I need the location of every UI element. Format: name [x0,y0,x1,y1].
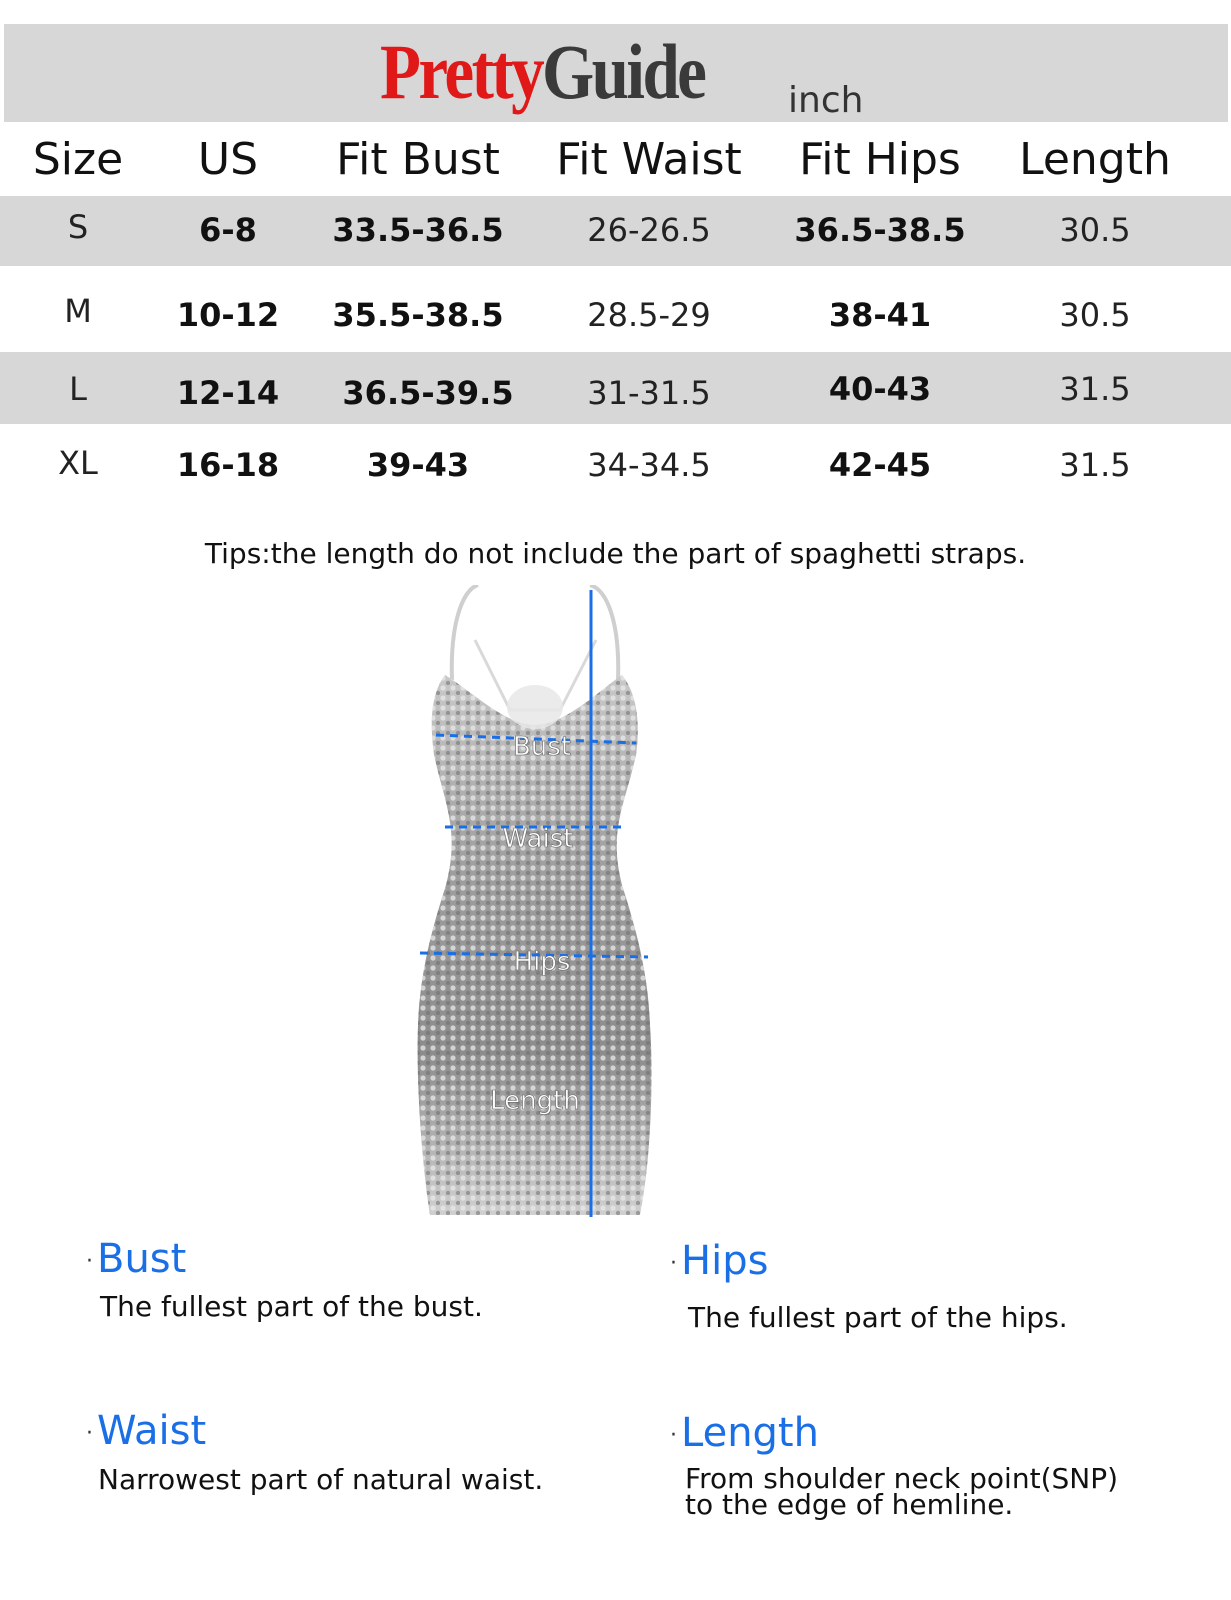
column-header-fit-bust: Fit Bust [336,134,500,185]
hips-definition-title: · Hips [670,1238,768,1284]
hips-line [419,951,649,959]
bust-definition-text: The fullest part of the bust. [100,1290,483,1323]
cell-size: S [67,208,89,246]
cell-length: 31.5 [1059,446,1131,484]
hips-definition-text: The fullest part of the hips. [688,1301,1068,1334]
cell-fit-waist: 34-34.5 [587,446,711,484]
tips-note: Tips:the length do not include the part … [204,537,1027,570]
brand-logo-part-3: uide [591,28,707,115]
back-lining [507,685,563,729]
cell-length: 30.5 [1059,296,1131,334]
cell-fit-bust: 39-43 [366,446,470,484]
bust-title-text: Bust [97,1236,187,1282]
table-row: L 12-14 36.5-39.5 31-31.5 40-43 31.5 [0,352,1231,424]
column-header-size: Size [32,134,124,185]
bust-definition-title: · Bust [86,1236,186,1282]
cell-fit-waist: 28.5-29 [587,296,711,334]
brand-logo-part-2: G [542,28,594,115]
cell-length: 31.5 [1059,370,1131,408]
size-table-header: Size US Fit Bust Fit Waist Fit Hips Leng… [0,126,1231,194]
cell-length: 30.5 [1059,211,1131,249]
brand-logo-part-1: Pretty [380,28,545,115]
bullet-dot: · [670,1422,677,1448]
brand-banner [4,24,1228,122]
waist-definition-text: Narrowest part of natural waist. [98,1463,544,1496]
column-header-fit-hips: Fit Hips [799,134,961,185]
table-row: M 10-12 35.5-38.5 28.5-29 38-41 30.5 [0,280,1231,350]
cell-fit-bust: 33.5-36.5 [332,211,504,249]
length-definition-text-line2: to the edge of hemline. [685,1488,1014,1521]
unit-label: inch [788,80,864,121]
length-title-text: Length [681,1410,819,1456]
cell-fit-bust: 36.5-39.5 [342,374,514,412]
waist-title-text: Waist [97,1408,207,1454]
cell-us: 16-18 [176,446,280,484]
hips-title-text: Hips [681,1238,769,1284]
length-definition-text-line1: From shoulder neck point(SNP) [685,1462,1119,1495]
dress-sequin-texture [417,675,652,1215]
length-diagram-label: Length [490,1086,580,1116]
cell-us: 6-8 [199,211,257,249]
length-definition-title: · Length [670,1410,819,1456]
bust-diagram-label: Bust [513,732,571,762]
dress-measurement-diagram: Bust Waist Hips Length [417,585,652,1217]
bust-line [435,733,637,745]
waist-diagram-label: Waist [503,824,574,854]
waist-definition-title: · Waist [86,1408,206,1454]
cell-fit-hips: 38-41 [828,296,932,334]
bullet-dot: · [86,1420,93,1446]
cell-us: 10-12 [176,296,280,334]
column-header-fit-waist: Fit Waist [556,134,742,185]
hips-diagram-label: Hips [514,947,571,977]
cell-us: 12-14 [176,374,280,412]
left-strap [449,585,479,681]
cell-size: M [64,292,92,330]
cell-fit-hips: 42-45 [828,446,932,484]
column-header-us: US [197,134,259,185]
cell-fit-hips: 40-43 [828,370,932,408]
table-row: S 6-8 33.5-36.5 26-26.5 36.5-38.5 30.5 [0,196,1231,266]
cell-fit-waist: 26-26.5 [587,211,711,249]
cell-fit-waist: 31-31.5 [587,374,711,412]
cell-fit-hips: 36.5-38.5 [794,211,966,249]
cell-size: XL [58,444,98,482]
cell-size: L [69,370,87,408]
table-row: XL 16-18 39-43 34-34.5 42-45 31.5 [0,430,1231,496]
brand-logo: PrettyGuide [380,26,707,118]
bullet-dot: · [670,1250,677,1276]
bullet-dot: · [86,1248,93,1274]
cell-fit-bust: 35.5-38.5 [332,296,504,334]
column-header-length: Length [1019,134,1171,185]
right-strap [589,585,621,681]
